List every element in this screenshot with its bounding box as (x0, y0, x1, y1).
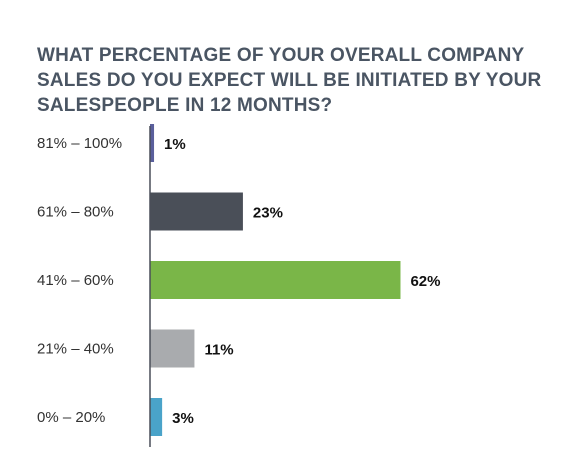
bar (150, 398, 163, 436)
bars-layer: 81% – 100% 1% 61% – 80% 23% 41% – 60% 62% 21% … (37, 124, 441, 436)
category-label: 0% – 20% (37, 409, 105, 426)
bar (150, 124, 155, 162)
category-label: 81% – 100% (37, 135, 122, 152)
category-label: 41% – 60% (37, 272, 114, 289)
value-label: 11% (204, 342, 233, 359)
value-label: 1% (164, 136, 186, 153)
category-label: 21% – 40% (37, 341, 114, 358)
bar (150, 192, 243, 231)
category-label: 61% – 80% (37, 204, 114, 221)
chart-title: WHAT PERCENTAGE OF YOUR OVERALL COMPANY … (37, 45, 542, 116)
value-label: 62% (410, 273, 440, 290)
value-label: 23% (253, 205, 283, 222)
bar (150, 329, 195, 368)
value-label: 3% (172, 410, 194, 427)
bar (150, 261, 401, 299)
